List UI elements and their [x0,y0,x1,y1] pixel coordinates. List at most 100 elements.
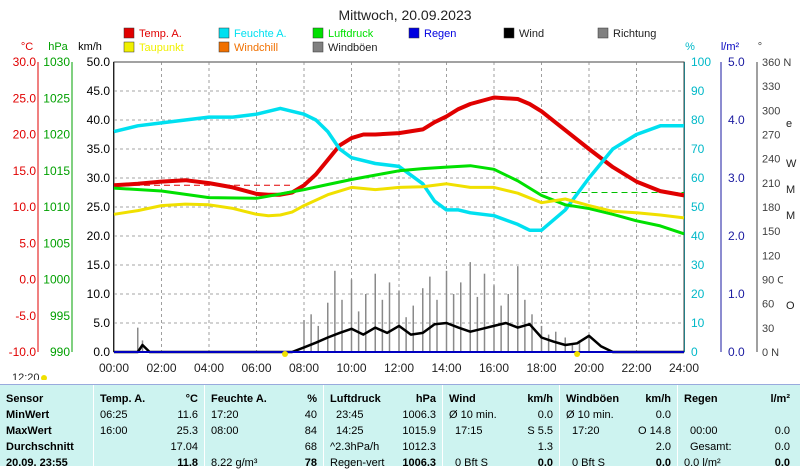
feuchte-current-val: 78 [304,457,317,469]
temp-min-time: 06:25 [100,409,128,421]
regen-current-val: 0.0 [774,457,790,469]
tick-rain: 1.0 [728,287,745,301]
tick-temp: 20.0 [13,128,37,142]
x-tick-label: 18:00 [526,361,556,375]
legend-label: Temp. A. [139,28,182,40]
x-tick-label: 20:00 [574,361,604,375]
header-wind-unit: km/h [527,393,553,405]
legend-label: Luftdruck [328,28,374,40]
tick-humidity: 100 [691,55,711,69]
tick-temp: 15.0 [13,164,37,178]
header-windboeen-unit: km/h [645,393,671,405]
series-line-tempa [113,95,685,198]
tick-temp: 0.0 [19,273,36,287]
regen-max-time: 00:00 [690,425,718,437]
temp-max-val: 25.3 [176,425,198,437]
tick-temp: 5.0 [19,236,36,250]
wind-min-time: Ø 10 min. [449,409,497,421]
chart-title: Mittwoch, 20.09.2023 [338,7,471,23]
x-tick-label: 12:00 [384,361,414,375]
legend: Temp. A. Feuchte A. Luftdruck Regen Wind Rich… [123,27,656,54]
tick-rain: 0.0 [728,345,745,359]
legend-swatch [597,27,609,39]
header-temp-unit: °C [185,393,198,405]
col-luftdruck: Luftdruck hPa 23:45 1006.3 14:25 1015.9 … [324,385,443,469]
col-sensor: Sensor MinWert MaxWert Durchschnitt 20.0… [0,385,94,469]
tick-rain: 5.0 [728,55,745,69]
tick-direction: 150 [762,226,780,238]
x-tick-label: 22:00 [621,361,651,375]
tick-humidity: 40 [691,229,705,243]
luftdruck-avg-val: 1012.3 [402,441,436,453]
luftdruck-min-val: 1006.3 [402,409,436,421]
legend-label: Feuchte A. [234,28,287,40]
legend-label: Wind [519,28,544,40]
feuchte-min-val: 40 [304,409,317,421]
tick-pressure: 1025 [43,91,70,105]
regen-total-label: Gesamt: [690,441,732,453]
axis-unit-temp: °C [21,41,33,53]
tick-humidity: 0 [691,345,698,359]
tick-wind: 30.0 [87,171,111,185]
header-luftdruck: Luftdruck [330,393,381,405]
legend-swatch [123,27,135,39]
temp-avg-val: 17.04 [170,441,198,453]
x-tick-label: 04:00 [194,361,224,375]
legend-swatch [123,41,135,53]
gust-max-val: O 14.8 [637,425,671,437]
gust-avg-val: 2.0 [655,441,671,453]
tick-rain: 3.0 [728,171,745,185]
regen-max-val: 0.0 [774,425,790,437]
tick-direction: 210 [762,178,780,190]
temp-min-val: 11.6 [177,409,198,421]
tick-wind: 15.0 [87,258,111,272]
wind-min-val: 0.0 [537,409,553,421]
wind-max-val: S 5.5 [527,425,553,437]
row-label: 12:20 [12,372,40,380]
header-regen: Regen [684,393,718,405]
luftdruck-forecast: Regen-vert [330,457,385,469]
wind-current-val: 0.0 [537,457,553,469]
row-label-min: MinWert [6,409,50,421]
tick-pressure: 1020 [43,128,70,142]
tick-pressure: 1010 [43,200,70,214]
tick-humidity: 90 [691,84,705,98]
tick-direction: 330 [762,81,780,93]
feuchte-max-val: 84 [304,425,317,437]
x-tick-label: 14:00 [431,361,461,375]
header-windboeen: Windböen [566,393,620,405]
legend-swatch [218,27,230,39]
tick-wind: 40.0 [87,113,111,127]
tick-pressure: 1030 [43,55,70,69]
gust-max-time: 17:20 [572,425,600,437]
luftdruck-min-time: 23:45 [336,409,364,421]
tick-direction: 60 [762,299,774,311]
row-label-max: MaxWert [6,425,52,437]
right-panel-item: M [786,210,796,222]
now-marker [41,375,47,380]
legend-label: Richtung [613,28,656,40]
header-temp: Temp. A. [100,393,146,405]
x-tick-label: 10:00 [336,361,366,375]
tick-pressure: 1000 [43,273,70,287]
tick-direction: 0 N [762,347,779,359]
gust-bft: 0 Bft S [572,457,606,469]
row-label-current: 20.09. 23:55 [6,457,68,469]
axis-unit-humidity: % [685,41,695,53]
tick-direction: 90 O [762,275,786,287]
tick-direction: 240 [762,154,780,166]
regen-total-val: 0.0 [774,441,790,453]
wind-avg-val: 1.3 [537,441,553,453]
wind-max-time: 17:15 [455,425,483,437]
weather-chart: Mittwoch, 20.09.2023 Temp. A. Feuchte A. L… [8,7,795,380]
header-sensor: Sensor [6,393,44,405]
tick-rain: 4.0 [728,113,745,127]
tick-humidity: 60 [691,171,705,185]
luftdruck-max-val: 1015.9 [402,425,436,437]
col-regen: Regen l/m² 00:00 0.0 Gesamt: 0.0 0.0 l/m… [678,385,800,469]
luftdruck-current-val: 1006.3 [402,457,436,469]
tick-pressure: 1005 [43,236,70,250]
x-tick-label: 16:00 [479,361,509,375]
gust-min-val: 0.0 [655,409,671,421]
axis-unit-direction: ° [758,41,762,53]
